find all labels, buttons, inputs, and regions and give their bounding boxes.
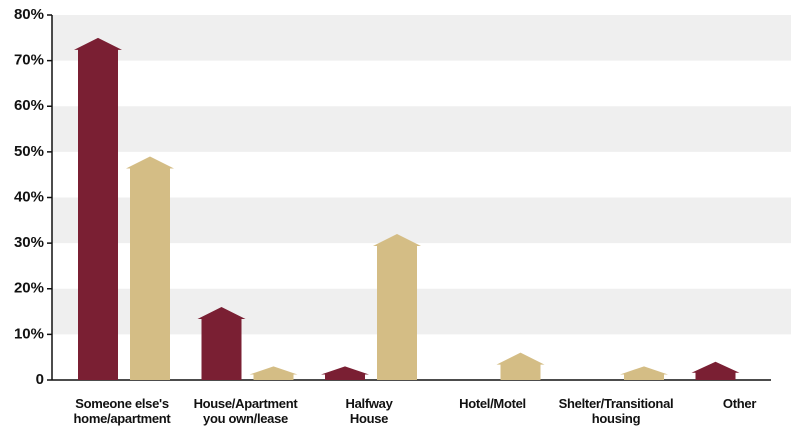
grid-band <box>52 197 791 244</box>
bar <box>620 366 668 380</box>
y-tick-label: 70% <box>14 52 44 69</box>
grid-band <box>52 288 791 335</box>
y-tick-label: 0 <box>36 371 44 388</box>
y-tick-label: 50% <box>14 143 44 160</box>
y-tick-label: 20% <box>14 280 44 297</box>
grid-band <box>52 106 791 152</box>
x-tick-label: Other <box>722 396 757 411</box>
x-tick-label: House/Apartment you own/lease <box>193 396 298 426</box>
x-tick-label: Hotel/Motel <box>459 396 526 411</box>
bar <box>373 234 421 380</box>
y-tick-label: 40% <box>14 188 44 205</box>
y-tick-label: 80% <box>14 6 44 23</box>
bar <box>197 307 246 380</box>
grid-band <box>52 15 791 61</box>
x-tick-label: Shelter/Transitional housing <box>558 396 674 426</box>
bar <box>126 156 174 380</box>
bar <box>321 366 369 380</box>
y-tick-label: 60% <box>14 97 44 114</box>
x-tick-label: Someone else's home/apartment <box>73 396 171 426</box>
bar <box>74 37 122 380</box>
bar <box>496 352 545 380</box>
x-tick-label: Halfway House <box>345 396 393 426</box>
y-tick-label: 10% <box>14 325 44 342</box>
y-tick-label: 30% <box>14 234 44 251</box>
bar <box>249 366 298 380</box>
bar <box>691 361 740 380</box>
